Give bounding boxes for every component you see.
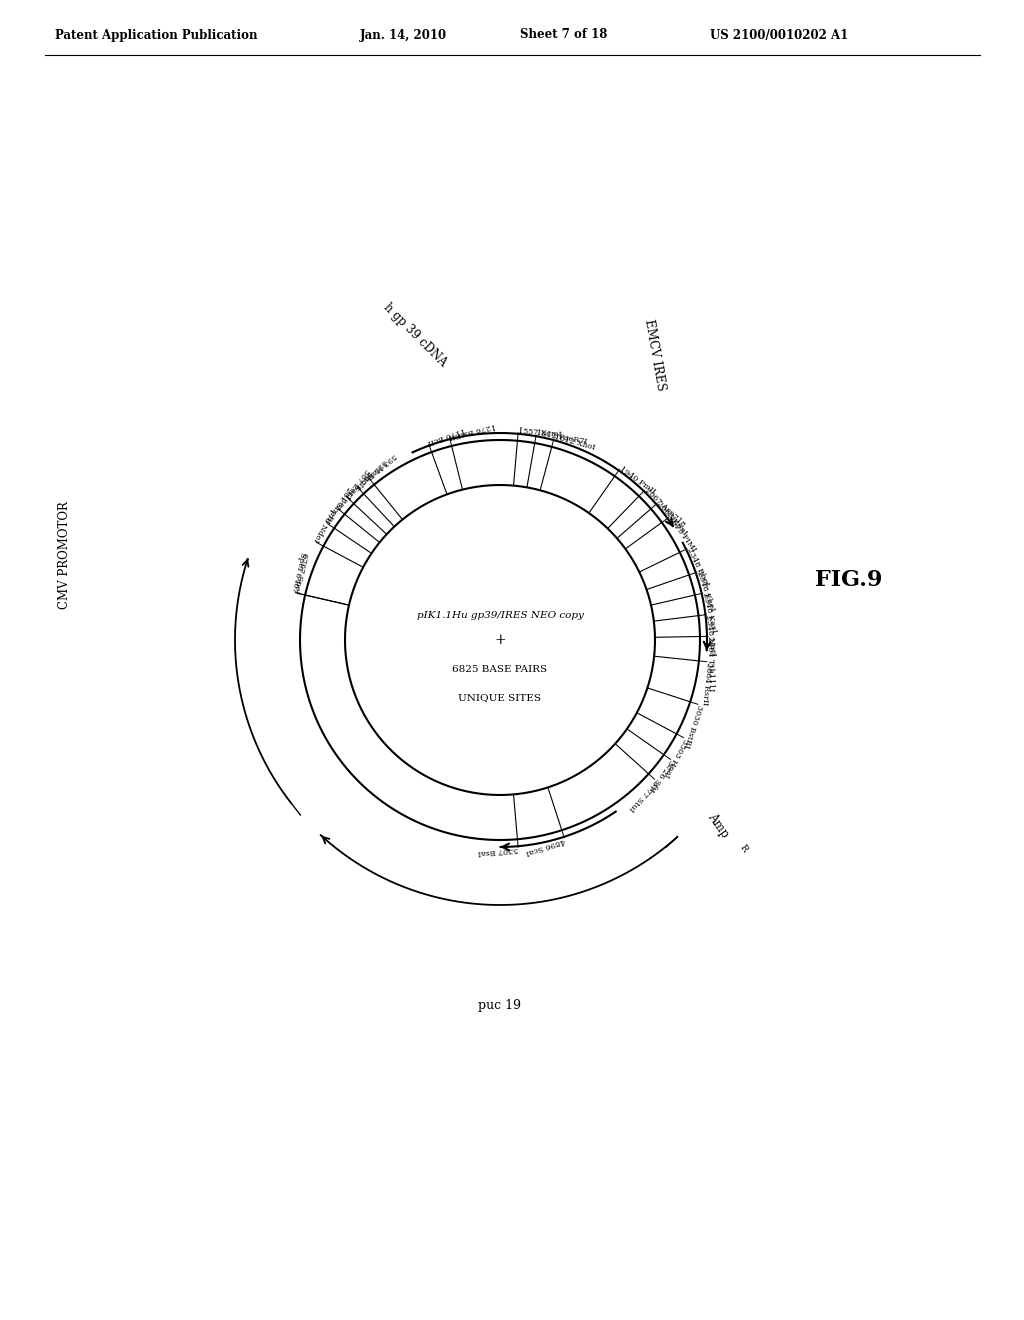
- Text: 595 SacII: 595 SacII: [354, 457, 388, 490]
- Text: US 2100/0010202 A1: US 2100/0010202 A1: [710, 29, 848, 41]
- Text: 1170 BcII: 1170 BcII: [427, 425, 467, 446]
- Text: 2067 Asp718: 2067 Asp718: [643, 486, 687, 528]
- Text: CMV PROMOTOR: CMV PROMOTOR: [58, 502, 72, 609]
- Text: 507 EcI136I: 507 EcI136I: [334, 467, 371, 511]
- Text: 2067 KpnI: 2067 KpnI: [655, 499, 689, 537]
- Text: 1557 XcmI: 1557 XcmI: [518, 426, 562, 438]
- Text: puc 19: puc 19: [478, 998, 521, 1011]
- Text: 6767 SpeI: 6767 SpeI: [292, 552, 308, 594]
- Text: Jan. 14, 2010: Jan. 14, 2010: [360, 29, 447, 41]
- Text: Sheet 7 of 18: Sheet 7 of 18: [520, 29, 607, 41]
- Text: SpeI 6767: SpeI 6767: [290, 552, 306, 593]
- Text: 507 SacI: 507 SacI: [343, 469, 374, 499]
- Text: 2348 KasI: 2348 KasI: [700, 591, 718, 634]
- Text: Amp: Amp: [705, 810, 731, 840]
- Text: 4896 ScaI: 4896 ScaI: [525, 836, 566, 857]
- Text: +: +: [495, 634, 506, 647]
- Text: 3726 SfiI: 3726 SfiI: [647, 758, 675, 793]
- Text: 1940 PmII: 1940 PmII: [618, 465, 657, 495]
- Text: 1278 BstEII: 1278 BstEII: [449, 421, 497, 440]
- Text: 2348 NarI: 2348 NarI: [705, 614, 718, 656]
- Text: 3777 StuI: 3777 StuI: [627, 777, 659, 813]
- Text: 3030 BstBI: 3030 BstBI: [682, 704, 703, 748]
- Text: 1612 XhoI: 1612 XhoI: [553, 433, 596, 451]
- Text: FIG.9: FIG.9: [815, 569, 883, 591]
- Text: R: R: [738, 842, 750, 853]
- Text: pIK1.1Hu gp39/IRES NEO copy: pIK1.1Hu gp39/IRES NEO copy: [417, 610, 584, 619]
- Text: 2348 BbeI: 2348 BbeI: [685, 546, 711, 587]
- Text: 2348 EheI: 2348 EheI: [694, 570, 716, 612]
- Text: 3503 HpaI: 3503 HpaI: [662, 737, 689, 777]
- Text: UNIQUE SITES: UNIQUE SITES: [459, 693, 542, 702]
- Text: 176 NdeI: 176 NdeI: [311, 506, 336, 544]
- Text: 2864 RsrII: 2864 RsrII: [700, 661, 713, 705]
- Text: 1612 PaeR7I: 1612 PaeR7I: [536, 429, 588, 446]
- Text: 281 SnaBI: 281 SnaBI: [323, 486, 353, 525]
- Text: 2073 PIMI: 2073 PIMI: [667, 515, 698, 553]
- Text: 2464 Tth111I: 2464 Tth111I: [706, 636, 715, 692]
- Text: 5307 BsaI: 5307 BsaI: [477, 845, 518, 857]
- Text: 6825 BASE PAIRS: 6825 BASE PAIRS: [453, 665, 548, 675]
- Text: Patent Application Publication: Patent Application Publication: [55, 29, 257, 41]
- Text: h gp 39 cDNA: h gp 39 cDNA: [381, 301, 450, 370]
- Text: 593 NaII: 593 NaII: [366, 451, 398, 480]
- Text: EMCV IRES: EMCV IRES: [642, 318, 668, 392]
